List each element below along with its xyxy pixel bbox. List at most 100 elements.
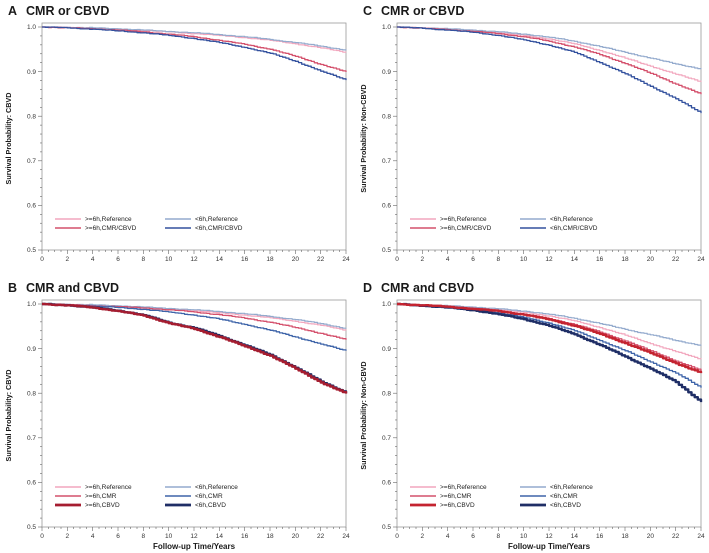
panel-c-chart: C CMR or CBVD Survival Probability: Non-CB… bbox=[359, 4, 705, 263]
legend-label-lt-6h-cmr-cbvd: <6h,CMR/CBVD bbox=[195, 225, 243, 232]
panel-d-chart: D CMR and CBVD Survival Probability: Non-C… bbox=[359, 281, 705, 551]
panel-title: A CMR or CBVD bbox=[8, 4, 109, 18]
panel-title: B CMR and CBVD bbox=[8, 281, 119, 295]
curve-lt-6h-cmr-cbvd bbox=[42, 26, 347, 81]
curve-lt-6h-reference bbox=[396, 26, 702, 70]
legend-label-lt-6h-cbvd: <6h,CBVD bbox=[550, 502, 581, 509]
x-tick-label: 20 bbox=[292, 533, 300, 540]
x-tick-label: 12 bbox=[190, 256, 198, 263]
x-tick-label: 0 bbox=[395, 533, 399, 540]
x-tick-label: 22 bbox=[672, 533, 680, 540]
curve-lt-6h-cbvd bbox=[42, 302, 348, 393]
curve-ge-6h-reference bbox=[396, 303, 702, 360]
panel-a-chart: A CMR or CBVD Survival Probability: CBVD 0.… bbox=[4, 4, 350, 263]
x-tick-label: 14 bbox=[216, 256, 224, 263]
legend-label-lt-6h-cmr-cbvd: <6h,CMR/CBVD bbox=[550, 225, 598, 232]
x-tick-label: 2 bbox=[420, 533, 424, 540]
legend-label-ge-6h-cbvd: >=6h,CBVD bbox=[85, 502, 120, 509]
y-tick-label: 0.9 bbox=[27, 69, 36, 76]
y-tick-label: 0.9 bbox=[381, 346, 390, 353]
x-tick-label: 12 bbox=[545, 256, 553, 263]
curve-ge-6h-cbvd bbox=[396, 302, 702, 374]
x-tick-label: 22 bbox=[317, 256, 325, 263]
x-tick-label: 16 bbox=[596, 533, 604, 540]
y-tick-label: 0.8 bbox=[381, 390, 390, 397]
x-tick-label: 18 bbox=[266, 256, 274, 263]
x-axis-title: Follow-up Time/Years bbox=[153, 542, 236, 551]
y-axis-title: Survival Probability: Non-CBVD bbox=[359, 361, 368, 469]
curve-lt-6h-reference bbox=[42, 303, 347, 329]
x-tick-label: 20 bbox=[646, 256, 654, 263]
x-tick-label: 10 bbox=[520, 256, 528, 263]
x-tick-label: 12 bbox=[545, 533, 553, 540]
panel-title: D CMR and CBVD bbox=[363, 281, 474, 295]
x-tick-label: 4 bbox=[445, 533, 449, 540]
y-tick-label: 0.8 bbox=[27, 390, 36, 397]
legend-label-ge-6h-cmr-cbvd: >=6h,CMR/CBVD bbox=[440, 225, 492, 232]
y-tick-label: 0.8 bbox=[381, 113, 390, 120]
x-tick-label: 4 bbox=[91, 533, 95, 540]
y-tick-label: 0.5 bbox=[381, 524, 390, 531]
y-tick-label: 0.6 bbox=[27, 203, 36, 210]
x-tick-label: 24 bbox=[342, 256, 350, 263]
curve-ge-6h-reference bbox=[42, 26, 347, 53]
x-axis-title: Follow-up Time/Years bbox=[507, 542, 590, 551]
y-tick-label: 0.7 bbox=[27, 435, 36, 442]
x-tick-label: 8 bbox=[496, 256, 500, 263]
x-tick-label: 0 bbox=[40, 533, 44, 540]
legend-label-ge-6h-reference: >=6h,Reference bbox=[85, 216, 132, 223]
legend-label-lt-6h-reference: <6h,Reference bbox=[195, 216, 238, 223]
x-tick-label: 16 bbox=[241, 256, 249, 263]
y-axis-title: Survival Probability: Non-CBVD bbox=[359, 84, 368, 192]
x-tick-label: 16 bbox=[596, 256, 604, 263]
x-tick-label: 12 bbox=[190, 533, 198, 540]
x-tick-label: 8 bbox=[496, 533, 500, 540]
y-tick-label: 0.7 bbox=[381, 158, 390, 165]
legend-label-ge-6h-cmr-cbvd: >=6h,CMR/CBVD bbox=[85, 225, 137, 232]
legend-label-lt-6h-reference: <6h,Reference bbox=[550, 216, 593, 223]
x-tick-label: 2 bbox=[66, 256, 70, 263]
x-tick-label: 6 bbox=[116, 256, 120, 263]
x-tick-label: 2 bbox=[66, 533, 70, 540]
x-tick-label: 10 bbox=[520, 533, 528, 540]
x-tick-label: 6 bbox=[471, 533, 475, 540]
x-tick-label: 16 bbox=[241, 533, 249, 540]
legend-label-ge-6h-cmr: >=6h,CMR bbox=[85, 493, 117, 500]
legend-label-lt-6h-cbvd: <6h,CBVD bbox=[195, 502, 226, 509]
legend-label-lt-6h-cmr: <6h,CMR bbox=[550, 493, 578, 500]
y-tick-label: 0.5 bbox=[381, 247, 390, 254]
y-tick-label: 0.5 bbox=[27, 524, 36, 531]
x-tick-label: 14 bbox=[570, 533, 578, 540]
y-axis-title: Survival Probability: CBVD bbox=[4, 93, 13, 185]
y-tick-label: 0.5 bbox=[27, 247, 36, 254]
legend-label-lt-6h-reference: <6h,Reference bbox=[195, 484, 238, 491]
x-tick-label: 6 bbox=[116, 533, 120, 540]
y-tick-label: 0.7 bbox=[381, 435, 390, 442]
x-tick-label: 14 bbox=[216, 533, 224, 540]
x-tick-label: 10 bbox=[165, 256, 173, 263]
legend-label-lt-6h-cmr: <6h,CMR bbox=[195, 493, 223, 500]
panel-title: C CMR or CBVD bbox=[363, 4, 464, 18]
legend-label-lt-6h-reference: <6h,Reference bbox=[550, 484, 593, 491]
y-tick-label: 1.0 bbox=[27, 24, 36, 31]
y-tick-label: 1.0 bbox=[381, 301, 390, 308]
y-tick-label: 0.7 bbox=[27, 158, 36, 165]
legend-label-ge-6h-cmr: >=6h,CMR bbox=[440, 493, 472, 500]
x-tick-label: 10 bbox=[165, 533, 173, 540]
x-tick-label: 18 bbox=[266, 533, 274, 540]
y-tick-label: 0.8 bbox=[27, 113, 36, 120]
panel-b-chart: B CMR and CBVD Survival Probability: CBVD 0… bbox=[4, 281, 350, 551]
y-tick-label: 0.6 bbox=[27, 480, 36, 487]
legend-label-ge-6h-reference: >=6h,Reference bbox=[440, 484, 487, 491]
x-tick-label: 18 bbox=[621, 256, 629, 263]
x-tick-label: 2 bbox=[420, 256, 424, 263]
legend-label-ge-6h-reference: >=6h,Reference bbox=[440, 216, 487, 223]
curve-lt-6h-reference bbox=[42, 26, 347, 51]
y-tick-label: 0.6 bbox=[381, 480, 390, 487]
x-tick-label: 22 bbox=[672, 256, 680, 263]
x-tick-label: 0 bbox=[395, 256, 399, 263]
x-tick-label: 20 bbox=[646, 533, 654, 540]
x-tick-label: 4 bbox=[91, 256, 95, 263]
x-tick-label: 20 bbox=[292, 256, 300, 263]
